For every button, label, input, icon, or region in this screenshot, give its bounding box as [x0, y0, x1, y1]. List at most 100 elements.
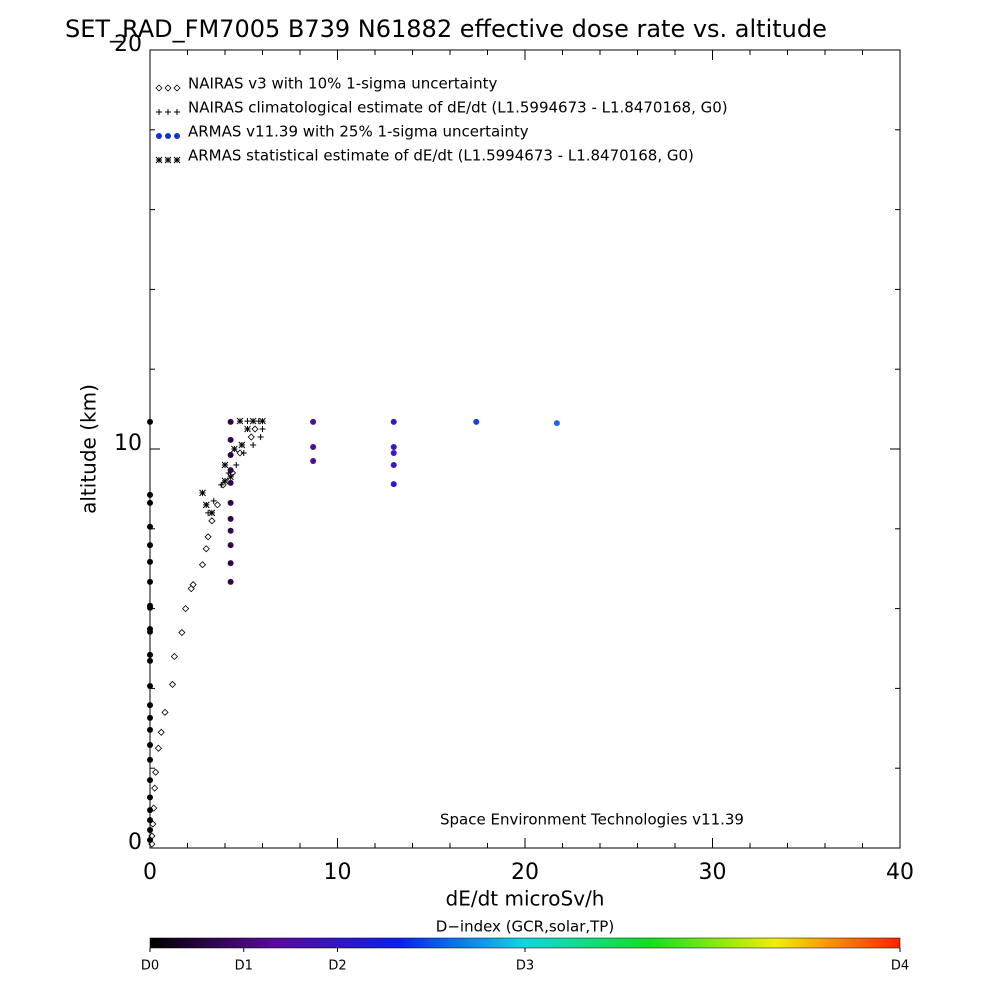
colorbar-title: D−index (GCR,solar,TP): [436, 918, 614, 936]
y-tick-label: 0: [128, 830, 142, 855]
point: [147, 714, 153, 721]
point: [227, 451, 234, 458]
point: [227, 578, 234, 585]
point: [168, 680, 177, 688]
point: [221, 461, 229, 469]
point: [147, 683, 153, 690]
legend-symbol: [156, 109, 162, 115]
colorbar-tick-label: D3: [516, 959, 534, 974]
point: [240, 449, 247, 456]
colorbar: [149, 937, 901, 949]
legend-label: NAIRAS v3 with 10% 1-sigma uncertainty: [188, 75, 497, 93]
point: [227, 542, 234, 549]
point: [473, 418, 480, 425]
point: [147, 604, 153, 611]
point: [227, 527, 234, 534]
x-tick-label: 40: [886, 860, 914, 885]
point: [147, 523, 153, 530]
x-tick-label: 30: [699, 860, 727, 885]
point: [390, 444, 397, 451]
point: [238, 441, 246, 449]
colorbar-tick-label: D1: [235, 959, 253, 974]
point: [390, 481, 397, 488]
point: [147, 558, 153, 565]
point: [390, 461, 397, 468]
point: [227, 436, 234, 443]
legend-symbol: [174, 133, 180, 139]
point: [199, 489, 206, 497]
point: [244, 425, 251, 433]
point: [147, 817, 153, 824]
point: [161, 708, 169, 716]
colorbar-tick-label: D0: [141, 959, 159, 974]
legend-label: ARMAS statistical estimate of dE/dt (L1.…: [188, 147, 694, 165]
point: [147, 491, 153, 498]
point: [147, 418, 153, 425]
point: [170, 652, 178, 661]
point: [147, 542, 153, 549]
point: [390, 418, 397, 425]
annotation: Space Environment Technologies v11.39: [440, 811, 744, 829]
point: [147, 499, 153, 506]
x-tick-label: 10: [324, 860, 352, 885]
point: [221, 477, 229, 485]
legend-symbol: [156, 133, 162, 139]
point: [189, 581, 197, 589]
point: [227, 467, 234, 474]
legend-symbol: [173, 84, 181, 92]
point: [147, 651, 153, 658]
legend-symbol: [165, 133, 171, 139]
point: [249, 417, 257, 425]
point: [147, 628, 153, 635]
point: [236, 449, 244, 457]
series: [147, 418, 560, 844]
point: [147, 726, 153, 733]
legend-label: ARMAS v11.39 with 25% 1-sigma uncertaint…: [188, 123, 529, 141]
legend-symbol: [164, 156, 172, 164]
point: [244, 418, 251, 425]
colorbar-tick-label: D2: [328, 959, 346, 974]
point: [231, 445, 238, 453]
point: [233, 461, 240, 468]
point: [147, 807, 153, 814]
point: [208, 509, 216, 517]
point: [553, 420, 560, 427]
point: [208, 517, 216, 525]
point: [310, 444, 317, 451]
point: [227, 560, 234, 567]
legend-symbol: [164, 84, 172, 92]
x-tick-label: 0: [143, 860, 157, 885]
y-axis-label: altitude (km): [77, 384, 101, 514]
point: [178, 628, 186, 637]
point: [202, 545, 210, 553]
point: [218, 481, 225, 488]
chart-title: SET_RAD_FM7005 B739 N61882 effective dos…: [65, 15, 827, 43]
point: [147, 742, 153, 749]
y-tick-label: 10: [114, 431, 142, 456]
colorbar-tick-label: D4: [891, 959, 909, 974]
point: [250, 442, 257, 449]
point: [147, 777, 153, 784]
y-tick-label: 20: [114, 32, 142, 57]
point: [247, 433, 255, 441]
point: [213, 501, 222, 509]
point: [154, 744, 163, 752]
point: [390, 449, 397, 456]
point: [204, 533, 212, 541]
legend-symbol: [173, 156, 181, 164]
point: [227, 515, 234, 522]
legend-symbol: [155, 84, 163, 92]
series: [148, 425, 259, 848]
point: [147, 837, 153, 844]
x-tick-label: 20: [511, 860, 539, 885]
legend-symbol: [165, 109, 171, 115]
point: [147, 794, 153, 801]
point: [147, 578, 153, 585]
legend-symbol: [174, 109, 180, 115]
legend-label: NAIRAS climatological estimate of dE/dt …: [188, 99, 728, 117]
point: [227, 473, 234, 481]
point: [259, 417, 266, 425]
legend-symbol: [155, 156, 163, 164]
